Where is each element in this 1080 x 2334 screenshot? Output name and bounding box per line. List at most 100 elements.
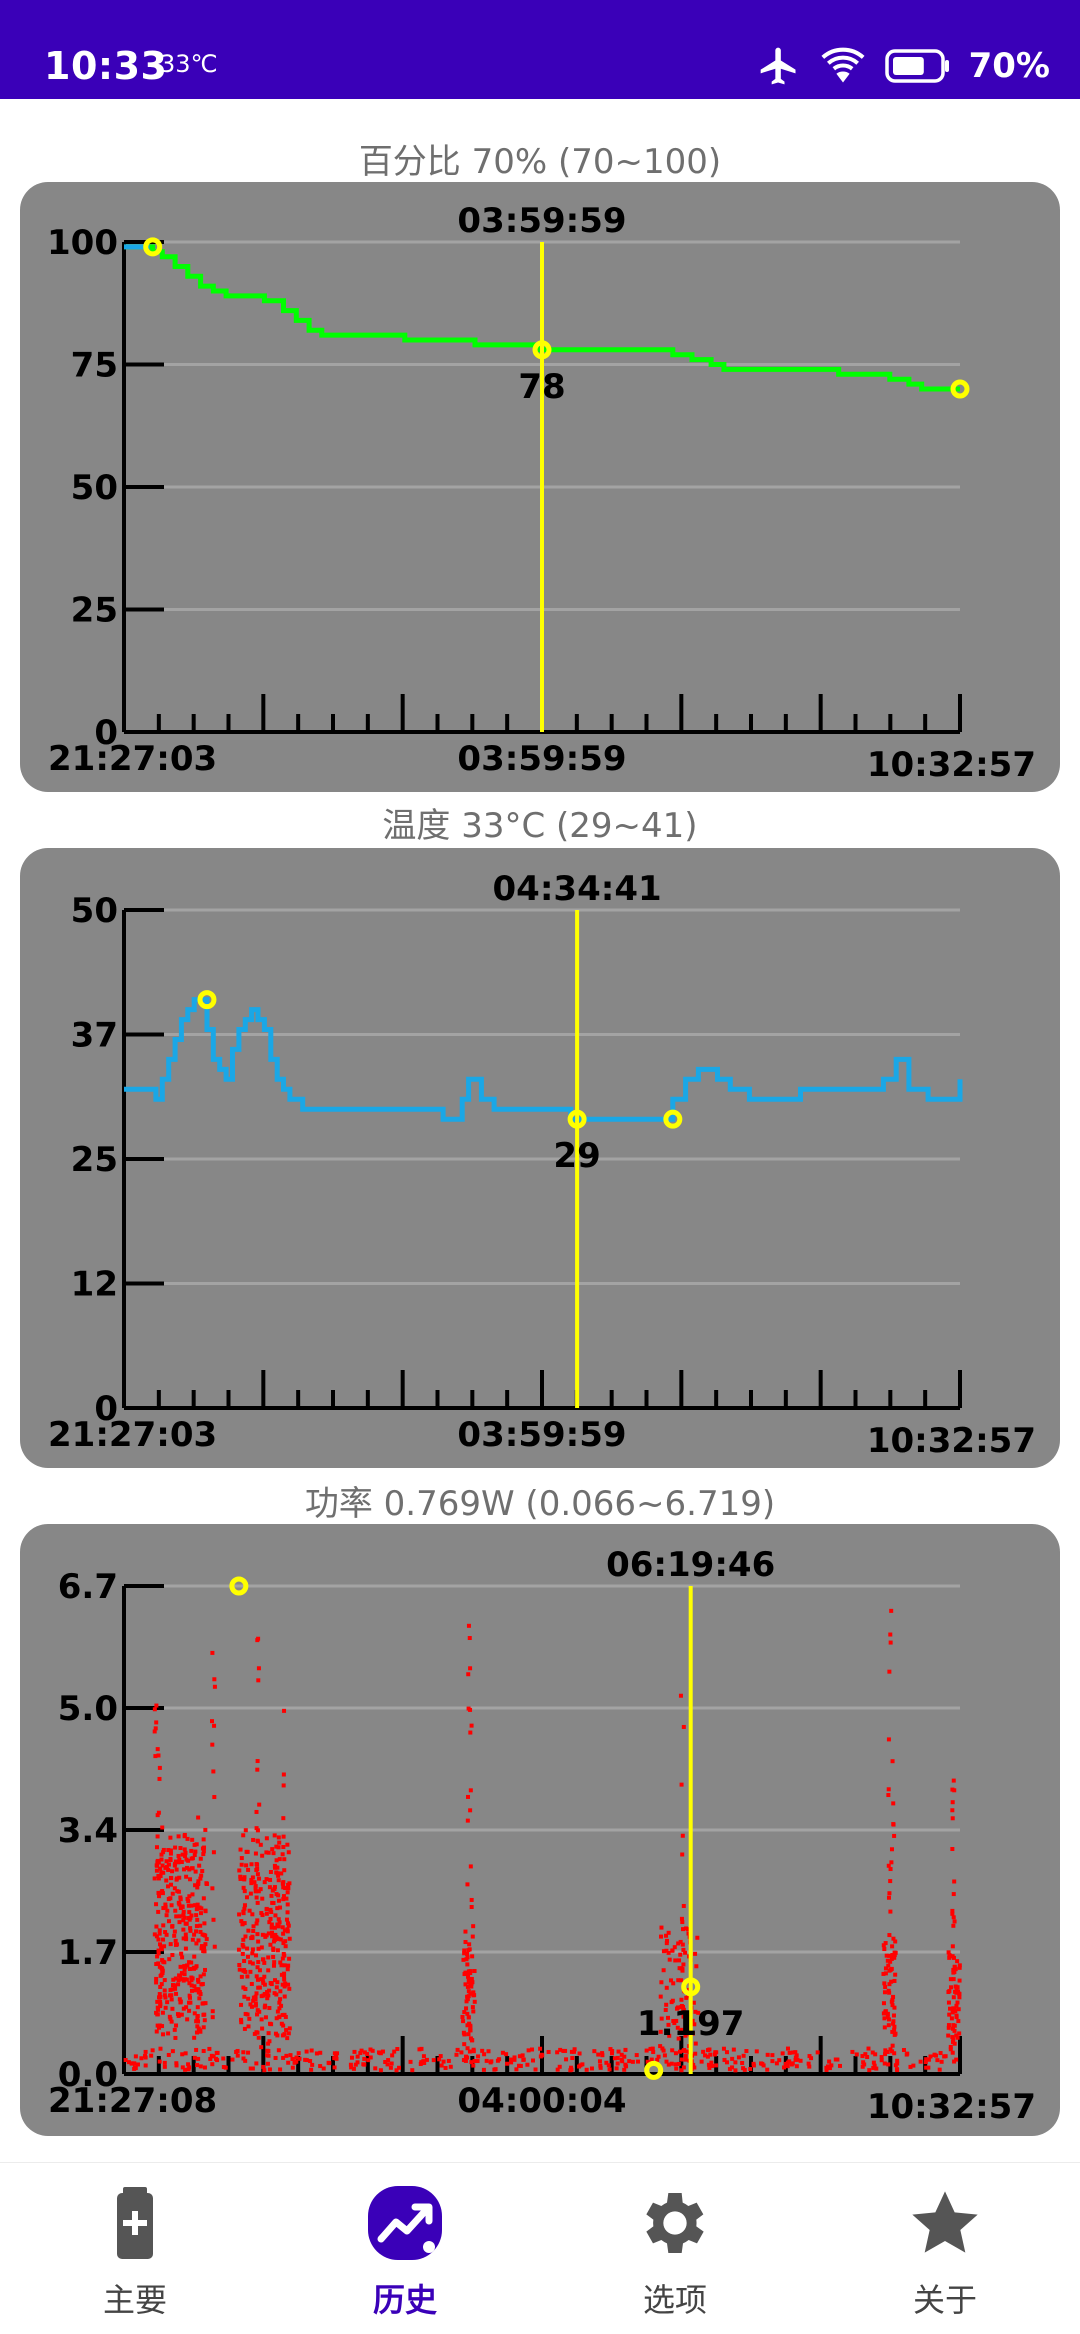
scatter-point — [162, 1993, 167, 1998]
scatter-point — [667, 2033, 672, 2038]
scatter-point — [661, 1949, 666, 1954]
nav-label-options: 选项 — [642, 2281, 707, 2319]
scatter-point — [266, 1993, 271, 1998]
scatter-point — [950, 2050, 955, 2055]
scatter-point — [469, 1976, 474, 1981]
scatter-point — [770, 2053, 775, 2058]
status-bar: 10:33 33℃ 70% — [0, 0, 1080, 99]
scatter-point — [253, 1953, 258, 1958]
scatter-point — [262, 1960, 267, 1965]
scatter-point — [332, 2051, 337, 2056]
scatter-point — [892, 2032, 897, 2037]
scatter-point — [281, 1897, 286, 1902]
scatter-point — [269, 1981, 274, 1986]
scatter-point — [388, 2065, 393, 2070]
scatter-point — [488, 2060, 493, 2065]
scatter-point — [780, 2051, 785, 2056]
scatter-point — [281, 2055, 286, 2060]
scatter-point — [890, 1944, 895, 1949]
scatter-point — [470, 2038, 475, 2043]
scatter-point — [533, 2067, 538, 2072]
scatter-point — [249, 2004, 254, 2009]
scatter-point — [948, 2044, 953, 2049]
scatter-point — [184, 2005, 189, 2010]
scatter-point — [292, 2060, 297, 2065]
scatter-point — [928, 2054, 933, 2059]
scatter-point — [951, 1915, 956, 1920]
scatter-point — [164, 1859, 169, 1864]
scatter-point — [266, 2031, 271, 2036]
percentage-chart[interactable]: 0 25 50 75 100 03:59:59 78 21:27:03 03:59:59 10:3… — [20, 182, 1060, 792]
scatter-point — [198, 1856, 203, 1861]
scatter-point — [181, 2006, 186, 2011]
scatter-point — [950, 1954, 955, 1959]
scatter-point — [280, 1881, 285, 1886]
scatter-point — [418, 2061, 423, 2066]
scatter-point — [253, 1884, 258, 1889]
x-tick-label: 04:00:04 — [457, 2081, 626, 2121]
scatter-point — [265, 1996, 270, 2001]
scatter-point — [284, 2053, 289, 2058]
scatter-point — [666, 1930, 671, 1935]
scatter-point — [888, 1640, 893, 1645]
scatter-point — [946, 2000, 951, 2005]
scatter-point — [589, 2066, 594, 2071]
scatter-point — [645, 2059, 650, 2064]
y-tick-label: 1.7 — [58, 1933, 118, 1973]
scatter-point — [957, 1995, 962, 2000]
scatter-point — [129, 2061, 134, 2066]
scatter-point — [531, 2058, 536, 2063]
scatter-point — [251, 1998, 256, 2003]
scatter-point — [238, 1876, 243, 1881]
scatter-point — [189, 1913, 194, 1918]
scatter-point — [948, 1977, 953, 1982]
scatter-point — [169, 2019, 174, 2024]
scatter-point — [351, 2066, 356, 2071]
scatter-point — [263, 1934, 268, 1939]
nav-item-main[interactable]: 主要 — [0, 2163, 270, 2334]
scatter-point — [685, 2031, 690, 2036]
scatter-point — [463, 2054, 468, 2059]
scatter-point — [178, 1846, 183, 1851]
scatter-point — [467, 2021, 472, 2026]
scatter-point — [874, 2066, 879, 2071]
scatter-point — [557, 2064, 562, 2069]
scatter-point — [462, 1972, 467, 1977]
scatter-point — [890, 1759, 895, 1764]
y-tick-label: 25 — [71, 1140, 118, 1180]
scatter-point — [170, 2006, 175, 2011]
scatter-point — [359, 2048, 364, 2053]
power-chart[interactable]: 0.0 1.7 3.4 5.0 6.7 06:19:46 1.197 21:27:08 04:0… — [20, 1524, 1060, 2136]
cursor-time-label: 06:19:46 — [606, 1545, 775, 1585]
scatter-point — [957, 2031, 962, 2036]
scatter-point — [570, 2056, 575, 2061]
scatter-point — [256, 1960, 261, 1965]
scatter-point — [454, 2052, 459, 2057]
scatter-point — [278, 1905, 283, 1910]
scatter-point — [664, 2059, 669, 2064]
scatter-point — [892, 1952, 897, 1957]
x-tick-label: 03:59:59 — [457, 1415, 626, 1455]
scatter-point — [274, 1870, 279, 1875]
airplane-mode-icon — [760, 47, 796, 85]
scatter-point — [158, 2002, 163, 2007]
scatter-point — [285, 1967, 290, 1972]
scatter-point — [730, 2065, 735, 2070]
scatter-point — [272, 1960, 277, 1965]
scatter-point — [163, 1995, 168, 2000]
temperature-chart[interactable]: 0 12 25 37 50 04:34:41 29 21:27:03 03:59:59 10:32… — [20, 848, 1060, 1468]
scatter-point — [885, 2049, 890, 2054]
nav-item-about[interactable]: 关于 — [810, 2163, 1080, 2334]
scatter-point — [467, 1636, 472, 1641]
nav-item-options[interactable]: 选项 — [540, 2163, 810, 2334]
scatter-point — [269, 1922, 274, 1927]
scatter-point — [664, 1933, 669, 1938]
nav-item-history[interactable]: 历史 — [270, 2163, 540, 2334]
x-tick-label: 10:32:57 — [867, 745, 1036, 785]
scatter-point — [659, 2016, 664, 2021]
scatter-point — [679, 1966, 684, 1971]
scatter-point — [661, 1968, 666, 1973]
scatter-point — [600, 2051, 605, 2056]
scatter-point — [596, 2052, 601, 2057]
scatter-point — [173, 2035, 178, 2040]
